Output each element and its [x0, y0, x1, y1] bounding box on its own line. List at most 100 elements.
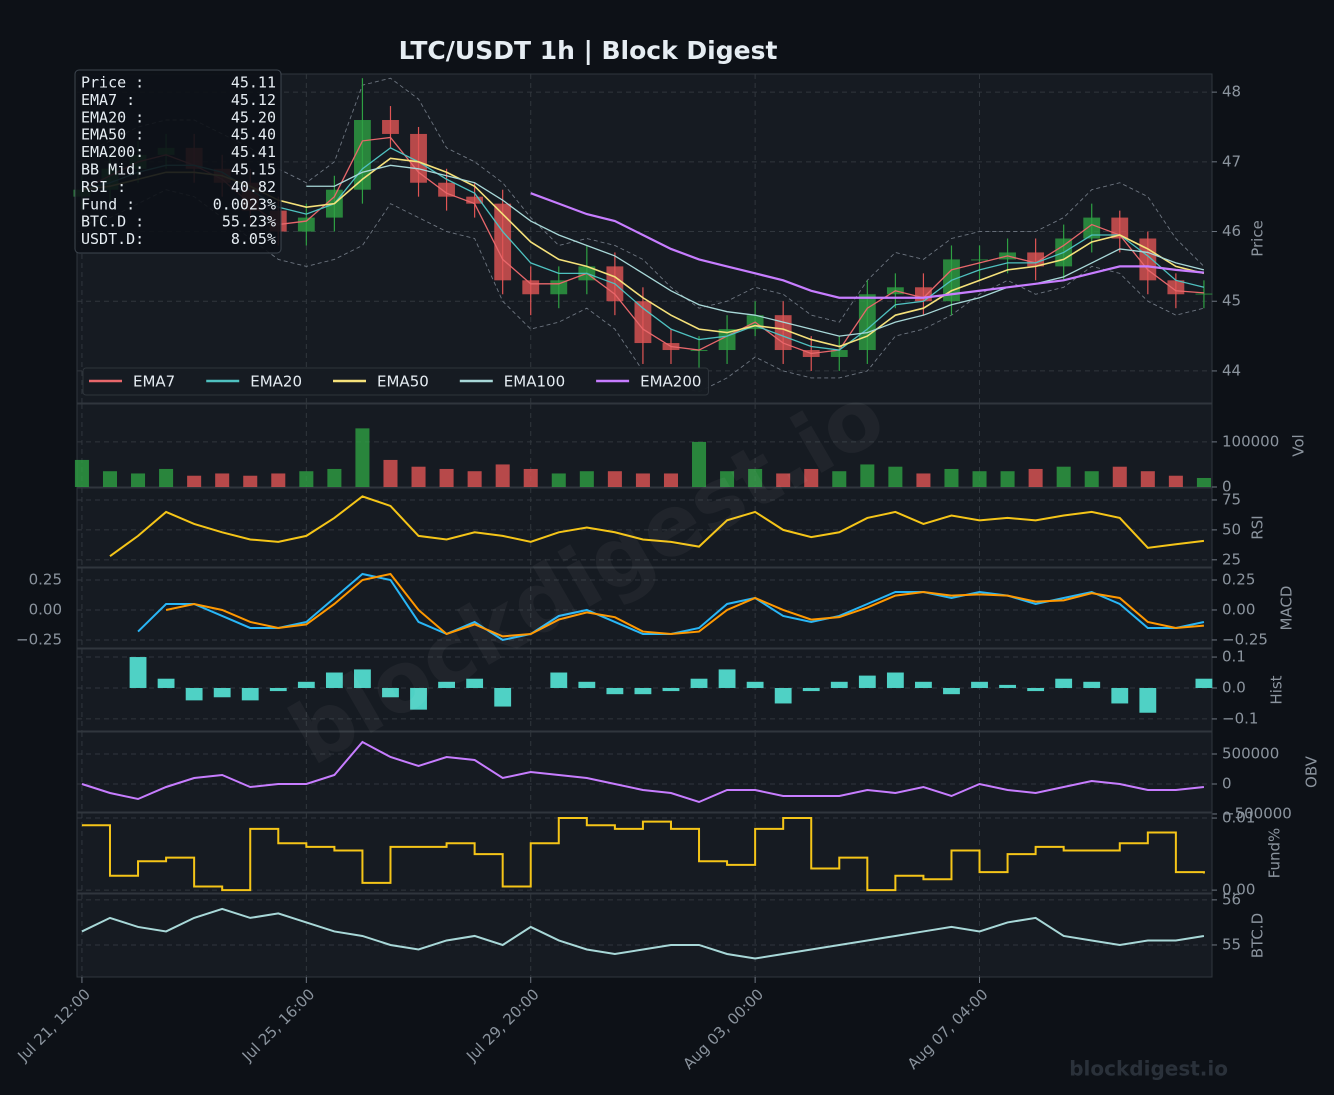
- info-label: EMA20 :: [81, 108, 144, 126]
- hist-bar: [1055, 678, 1073, 688]
- volume-bar: [663, 473, 678, 487]
- hist-bar: [269, 687, 287, 692]
- hist-bar: [466, 678, 484, 688]
- hist-bar: [1027, 687, 1045, 692]
- hist-bar: [382, 687, 399, 698]
- volume-bar: [243, 475, 258, 487]
- volume-bar: [1196, 477, 1211, 487]
- hist-bar: [606, 687, 624, 695]
- volume-bar: [1056, 466, 1071, 487]
- hist-bar: [690, 678, 708, 688]
- volume-bar: [1168, 475, 1183, 487]
- volume-bar: [888, 466, 903, 487]
- info-label: BB Mid:: [81, 161, 144, 179]
- hist-bar: [494, 687, 512, 707]
- candle-body: [522, 280, 540, 295]
- legend-label: EMA200: [640, 373, 701, 391]
- info-value: 45.12: [231, 91, 276, 109]
- candle-body: [915, 287, 932, 302]
- legend-label: EMA7: [133, 373, 175, 391]
- hist-bar: [550, 672, 568, 688]
- indicator-line: [81, 907, 1205, 960]
- y-tick-label: 0.25: [1222, 570, 1255, 588]
- indicator-line: [81, 817, 1205, 892]
- info-value: 8.05%: [231, 230, 276, 248]
- volume-bar: [607, 471, 622, 487]
- panel: [76, 893, 1213, 978]
- candle-body: [466, 196, 484, 204]
- y-tick-label: 75: [1222, 490, 1241, 508]
- hist-bar: [662, 687, 680, 692]
- y-axis-label: Hist: [1268, 675, 1286, 704]
- hist-bar: [1083, 681, 1101, 688]
- volume-bar: [187, 475, 202, 487]
- y-tick-label: 500000: [1222, 745, 1279, 763]
- footer: blockdigest.io: [1069, 1057, 1228, 1081]
- y-tick-label: 56: [1222, 890, 1241, 908]
- volume-bar: [635, 473, 650, 487]
- volume-bar: [327, 468, 342, 487]
- y-axis-label: Price: [1249, 220, 1267, 257]
- volume-bar: [299, 471, 314, 487]
- candle-body: [354, 120, 371, 190]
- x-tick-label: Jul 21, 12:00: [14, 985, 94, 1065]
- legend-box: [82, 367, 709, 396]
- y-tick-label: 100000: [1222, 432, 1279, 450]
- y-tick-label: 25: [1222, 550, 1241, 568]
- info-label: Price :: [81, 74, 144, 92]
- volume-bar: [579, 471, 594, 487]
- y-tick-label: 0: [1222, 478, 1232, 496]
- y-tick-label: −0.25: [1222, 630, 1268, 648]
- volume-bar: [159, 468, 174, 487]
- info-value: 45.15: [231, 161, 276, 179]
- y-tick-label: 0.0: [1222, 678, 1246, 696]
- hist-bar: [410, 687, 427, 710]
- hist-bar: [1195, 678, 1213, 688]
- candle-body: [297, 217, 315, 232]
- hist-bar: [915, 681, 932, 688]
- y-tick-label: 45: [1222, 292, 1241, 310]
- indicator-line: [109, 495, 1205, 558]
- hist-bar: [1111, 687, 1129, 704]
- info-label: EMA200:: [81, 143, 144, 161]
- volume-bar: [355, 428, 370, 487]
- info-label: BTC.D :: [81, 213, 144, 231]
- info-value: 45.40: [231, 126, 276, 144]
- hist-bar: [774, 687, 792, 704]
- info-value: 40.82: [231, 178, 276, 196]
- info-label: Fund :: [81, 195, 135, 213]
- y-tick-label: 47: [1222, 152, 1241, 170]
- hist-bar: [634, 687, 652, 695]
- x-tick-label: Aug 03, 00:00: [680, 985, 768, 1073]
- y-tick-label: −500000: [1222, 804, 1292, 822]
- volume-bar: [551, 473, 566, 487]
- hist-bar: [886, 672, 904, 688]
- panel: [76, 487, 1213, 568]
- y-tick-label: 0: [1222, 774, 1232, 792]
- volume-bar: [1028, 468, 1043, 487]
- hist-bar: [971, 681, 988, 688]
- hist-bar: [578, 681, 596, 688]
- chart-title: LTC/USDT 1h | Block Digest: [399, 36, 778, 65]
- y-axis-label: MACD: [1278, 586, 1296, 631]
- candle-body: [1139, 238, 1157, 281]
- volume-bar: [692, 441, 707, 487]
- volume-bar: [383, 459, 398, 487]
- volume-bar: [411, 466, 426, 487]
- info-box: [74, 69, 282, 254]
- volume-bar: [916, 473, 931, 487]
- candle-body: [1195, 293, 1213, 295]
- hist-bar: [185, 687, 203, 701]
- volume-bar: [1140, 471, 1155, 487]
- volume-bar: [271, 473, 286, 487]
- y-tick-label: 0.00: [1222, 600, 1255, 618]
- volume-bar: [776, 473, 791, 487]
- hist-bar: [1139, 687, 1157, 713]
- indicator-line: [81, 740, 1205, 804]
- y-tick-label: 0.00: [1222, 881, 1255, 899]
- volume-bar: [720, 471, 735, 487]
- volume-bar: [215, 473, 230, 487]
- candle-body: [550, 280, 568, 295]
- y-tick-label: 46: [1222, 222, 1241, 240]
